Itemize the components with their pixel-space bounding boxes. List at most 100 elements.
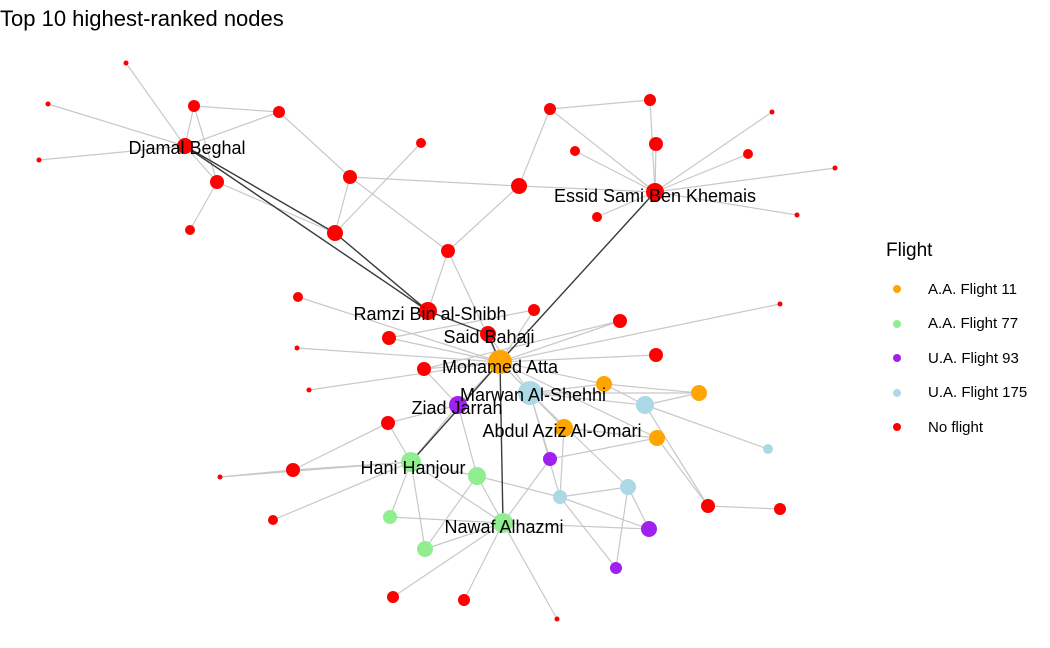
node: [293, 292, 303, 302]
edge: [193, 105, 218, 183]
edge: [529, 392, 646, 406]
node: [458, 594, 470, 606]
node-label: Essid Sami Ben Khemais: [554, 186, 756, 206]
node: [45, 101, 51, 107]
node: [570, 146, 580, 156]
nodes-layer: [36, 60, 838, 622]
edge: [447, 185, 520, 252]
node: [743, 149, 753, 159]
legend-swatch-aa11: [893, 285, 901, 294]
edge: [499, 361, 605, 385]
node: [268, 515, 278, 525]
edge: [559, 486, 629, 498]
legend-item-ua175: U.A. Flight 175: [886, 376, 1046, 411]
node: [554, 616, 560, 622]
edge: [549, 437, 658, 460]
node: [488, 350, 512, 374]
edge: [296, 347, 501, 363]
node: [613, 314, 627, 328]
node: [468, 467, 486, 485]
node: [417, 541, 433, 557]
edge: [424, 522, 504, 550]
node: [518, 381, 542, 405]
node: [343, 170, 357, 184]
edge: [563, 427, 658, 439]
legend-swatch-ua93: [893, 354, 901, 363]
edge-strong: [334, 232, 429, 312]
legend-label-ua93: U.A. Flight 93: [928, 349, 1019, 367]
node: [401, 452, 421, 472]
edge: [297, 296, 501, 363]
node: [774, 503, 786, 515]
node: [188, 100, 200, 112]
edge: [644, 404, 709, 507]
edge: [184, 111, 280, 147]
edge: [387, 404, 459, 424]
node: [596, 376, 612, 392]
edge: [392, 522, 504, 598]
edge: [603, 383, 700, 394]
node-label: Djamal Beghal: [128, 138, 245, 158]
legend-swatch-ua175: [893, 388, 901, 397]
edge: [518, 108, 551, 187]
node: [294, 345, 300, 351]
node: [649, 137, 663, 151]
node-label: Marwan Al-Shehhi: [460, 385, 606, 405]
edge: [463, 522, 504, 601]
edge: [518, 185, 656, 193]
edge: [389, 516, 504, 524]
node: [511, 178, 527, 194]
edge: [656, 437, 709, 507]
node: [123, 60, 129, 66]
edge: [125, 62, 186, 147]
edge: [424, 475, 478, 550]
edge: [654, 167, 836, 193]
edge: [349, 176, 520, 187]
node: [383, 510, 397, 524]
edge: [559, 496, 650, 530]
node: [419, 302, 437, 320]
edge: [654, 153, 749, 193]
edge: [499, 354, 657, 363]
node: [555, 419, 573, 437]
edge-strong: [184, 145, 429, 312]
node: [592, 212, 602, 222]
edge: [549, 108, 656, 193]
node: [769, 109, 775, 115]
node: [777, 301, 783, 307]
legend-item-aa11: A.A. Flight 11: [886, 272, 1046, 307]
legend-label-aa11: A.A. Flight 11: [928, 280, 1017, 298]
edge-strong: [427, 310, 489, 335]
edge: [574, 150, 656, 193]
node: [185, 225, 195, 235]
node: [636, 396, 654, 414]
legend-label-ua175: U.A. Flight 175: [928, 384, 1028, 402]
node: [273, 106, 285, 118]
node: [416, 138, 426, 148]
plot-title: Top 10 highest-ranked nodes: [0, 6, 284, 31]
edge: [388, 337, 501, 363]
edge: [529, 383, 605, 394]
edge: [184, 145, 218, 183]
node: [610, 562, 622, 574]
node-label: Said Bahaji: [443, 327, 534, 347]
edge: [410, 461, 426, 550]
edge: [476, 475, 561, 498]
node: [449, 396, 467, 414]
legend: Flight A.A. Flight 11 A.A. Flight 77 U.A…: [886, 240, 1046, 445]
node: [543, 452, 557, 466]
edge: [334, 142, 422, 234]
node: [306, 387, 312, 393]
node-label: Ziad Jarrah: [411, 398, 502, 418]
edge: [410, 461, 478, 477]
edge-strong: [499, 361, 504, 524]
edge: [654, 191, 798, 216]
node: [644, 94, 656, 106]
edge: [499, 361, 658, 439]
edge: [193, 105, 280, 113]
legend-swatch-no-flight: [893, 423, 901, 432]
node: [620, 479, 636, 495]
node: [646, 183, 664, 201]
edge: [349, 176, 449, 252]
node: [832, 165, 838, 171]
